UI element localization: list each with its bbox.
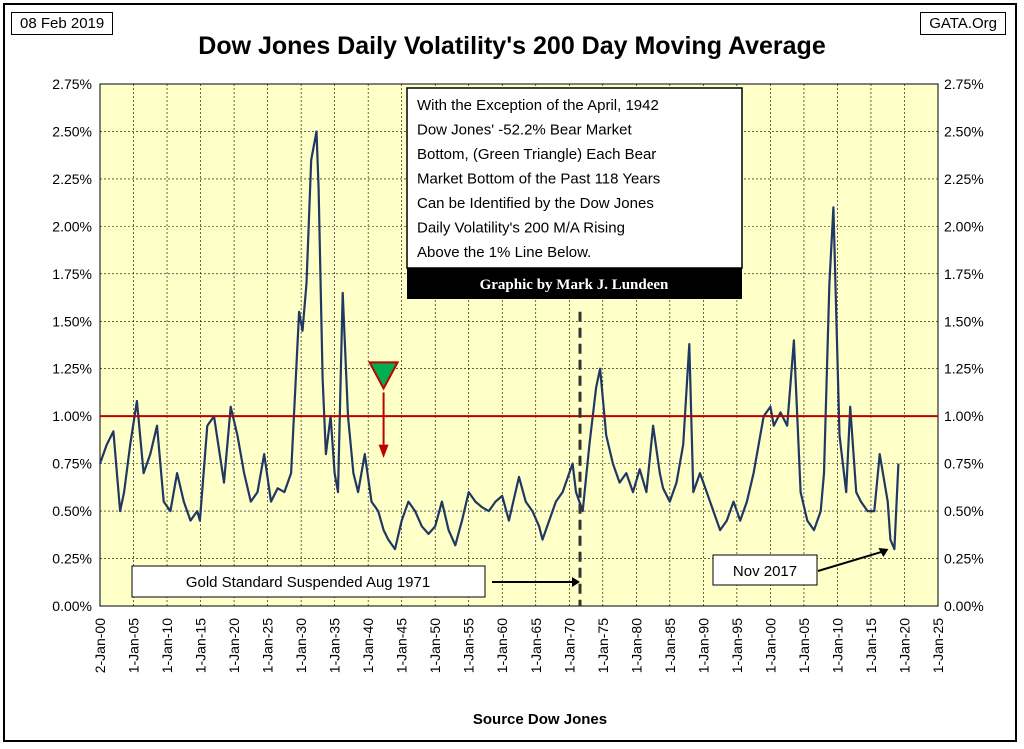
x-axis-title: Source Dow Jones [473,711,607,728]
x-tick-label: 1-Jan-15 [193,618,209,673]
y-tick-label-left: 2.25% [52,171,92,187]
x-tick-label: 1-Jan-75 [595,618,611,673]
y-tick-label-left: 1.00% [52,408,92,424]
credit-banner [407,268,742,299]
nov-arrow-shaft [817,550,885,572]
note-line: Can be Identified by the Dow Jones [417,195,654,212]
x-tick-label: 1-Jan-00 [762,618,778,673]
x-tick-label: 1-Jan-70 [561,618,577,673]
y-tick-label-left: 0.00% [52,598,92,614]
y-tick-label-left: 2.75% [52,76,92,92]
y-tick-label-right: 1.25% [944,361,984,377]
y-tick-label-right: 2.25% [944,171,984,187]
note-line: Market Bottom of the Past 118 Years [417,171,660,188]
x-tick-label: 1-Jan-05 [796,618,812,673]
y-tick-label-right: 2.75% [944,76,984,92]
x-tick-label: 1-Jan-10 [829,618,845,673]
y-tick-label-right: 1.75% [944,266,984,282]
note-box [406,87,743,269]
x-tick-label: 1-Jan-20 [226,618,242,673]
x-tick-label: 1-Jan-05 [126,618,142,673]
gold-note-box [131,565,486,598]
y-tick-label-left: 0.50% [52,503,92,519]
x-tick-label: 1-Jan-15 [863,618,879,673]
x-tick-label: 1-Jan-85 [662,618,678,673]
x-tick-label: 1-Jan-45 [394,618,410,673]
y-tick-label-right: 0.25% [944,551,984,567]
y-tick-label-left: 1.25% [52,361,92,377]
x-tick-label: 1-Jan-60 [494,618,510,673]
volatility-line [98,130,900,551]
y-tick-label-right: 0.50% [944,503,984,519]
note-line: Daily Volatility's 200 M/A Rising [417,220,625,237]
y-tick-label-right: 1.50% [944,313,984,329]
x-tick-label: 1-Jan-30 [293,618,309,673]
site-label: GATA.Org [920,12,1006,35]
y-tick-label-left: 2.50% [52,123,92,139]
green-triangle-marker [367,361,400,391]
nov-note-box [712,554,818,586]
y-tick-label-left: 1.75% [52,266,92,282]
y-tick-label-left: 0.25% [52,551,92,567]
chart-title: Dow Jones Daily Volatility's 200 Day Mov… [198,32,826,60]
x-tick-label: 1-Jan-25 [930,618,946,673]
nov-note-text: Nov 2017 [733,563,797,580]
date-label: 08 Feb 2019 [11,12,114,35]
y-tick-label-right: 2.50% [944,123,984,139]
credit-text: Graphic by Mark J. Lundeen [480,277,669,293]
x-tick-label: 1-Jan-90 [695,618,711,673]
y-tick-label-left: 2.00% [52,218,92,234]
x-tick-label: 1-Jan-40 [360,618,376,673]
gold-note-text: Gold Standard Suspended Aug 1971 [186,574,430,591]
x-tick-label: 1-Jan-80 [628,618,644,673]
x-tick-label: 1-Jan-55 [461,618,477,673]
x-tick-label: 1-Jan-20 [896,618,912,673]
note-line: Dow Jones' -52.2% Bear Market [417,122,632,139]
x-tick-label: 1-Jan-25 [260,618,276,673]
y-tick-label-right: 2.00% [944,218,984,234]
x-tick-label: 1-Jan-65 [528,618,544,673]
x-tick-label: 1-Jan-35 [327,618,343,673]
y-tick-label-right: 0.75% [944,456,984,472]
x-tick-label: 1-Jan-95 [729,618,745,673]
nov-arrow-head [878,548,889,558]
x-tick-label: 1-Jan-50 [427,618,443,673]
note-line: With the Exception of the April, 1942 [417,97,659,114]
red-arrow-head [378,444,389,458]
y-tick-label-right: 0.00% [944,598,984,614]
note-line: Above the 1% Line Below. [417,244,591,261]
x-tick-label: 1-Jan-10 [159,618,175,673]
x-tick-label: 2-Jan-00 [92,618,108,673]
note-line: Bottom, (Green Triangle) Each Bear [417,146,656,163]
y-tick-label-right: 1.00% [944,408,984,424]
y-tick-label-left: 1.50% [52,313,92,329]
y-tick-label-left: 0.75% [52,456,92,472]
gold-arrow-head [572,577,581,587]
